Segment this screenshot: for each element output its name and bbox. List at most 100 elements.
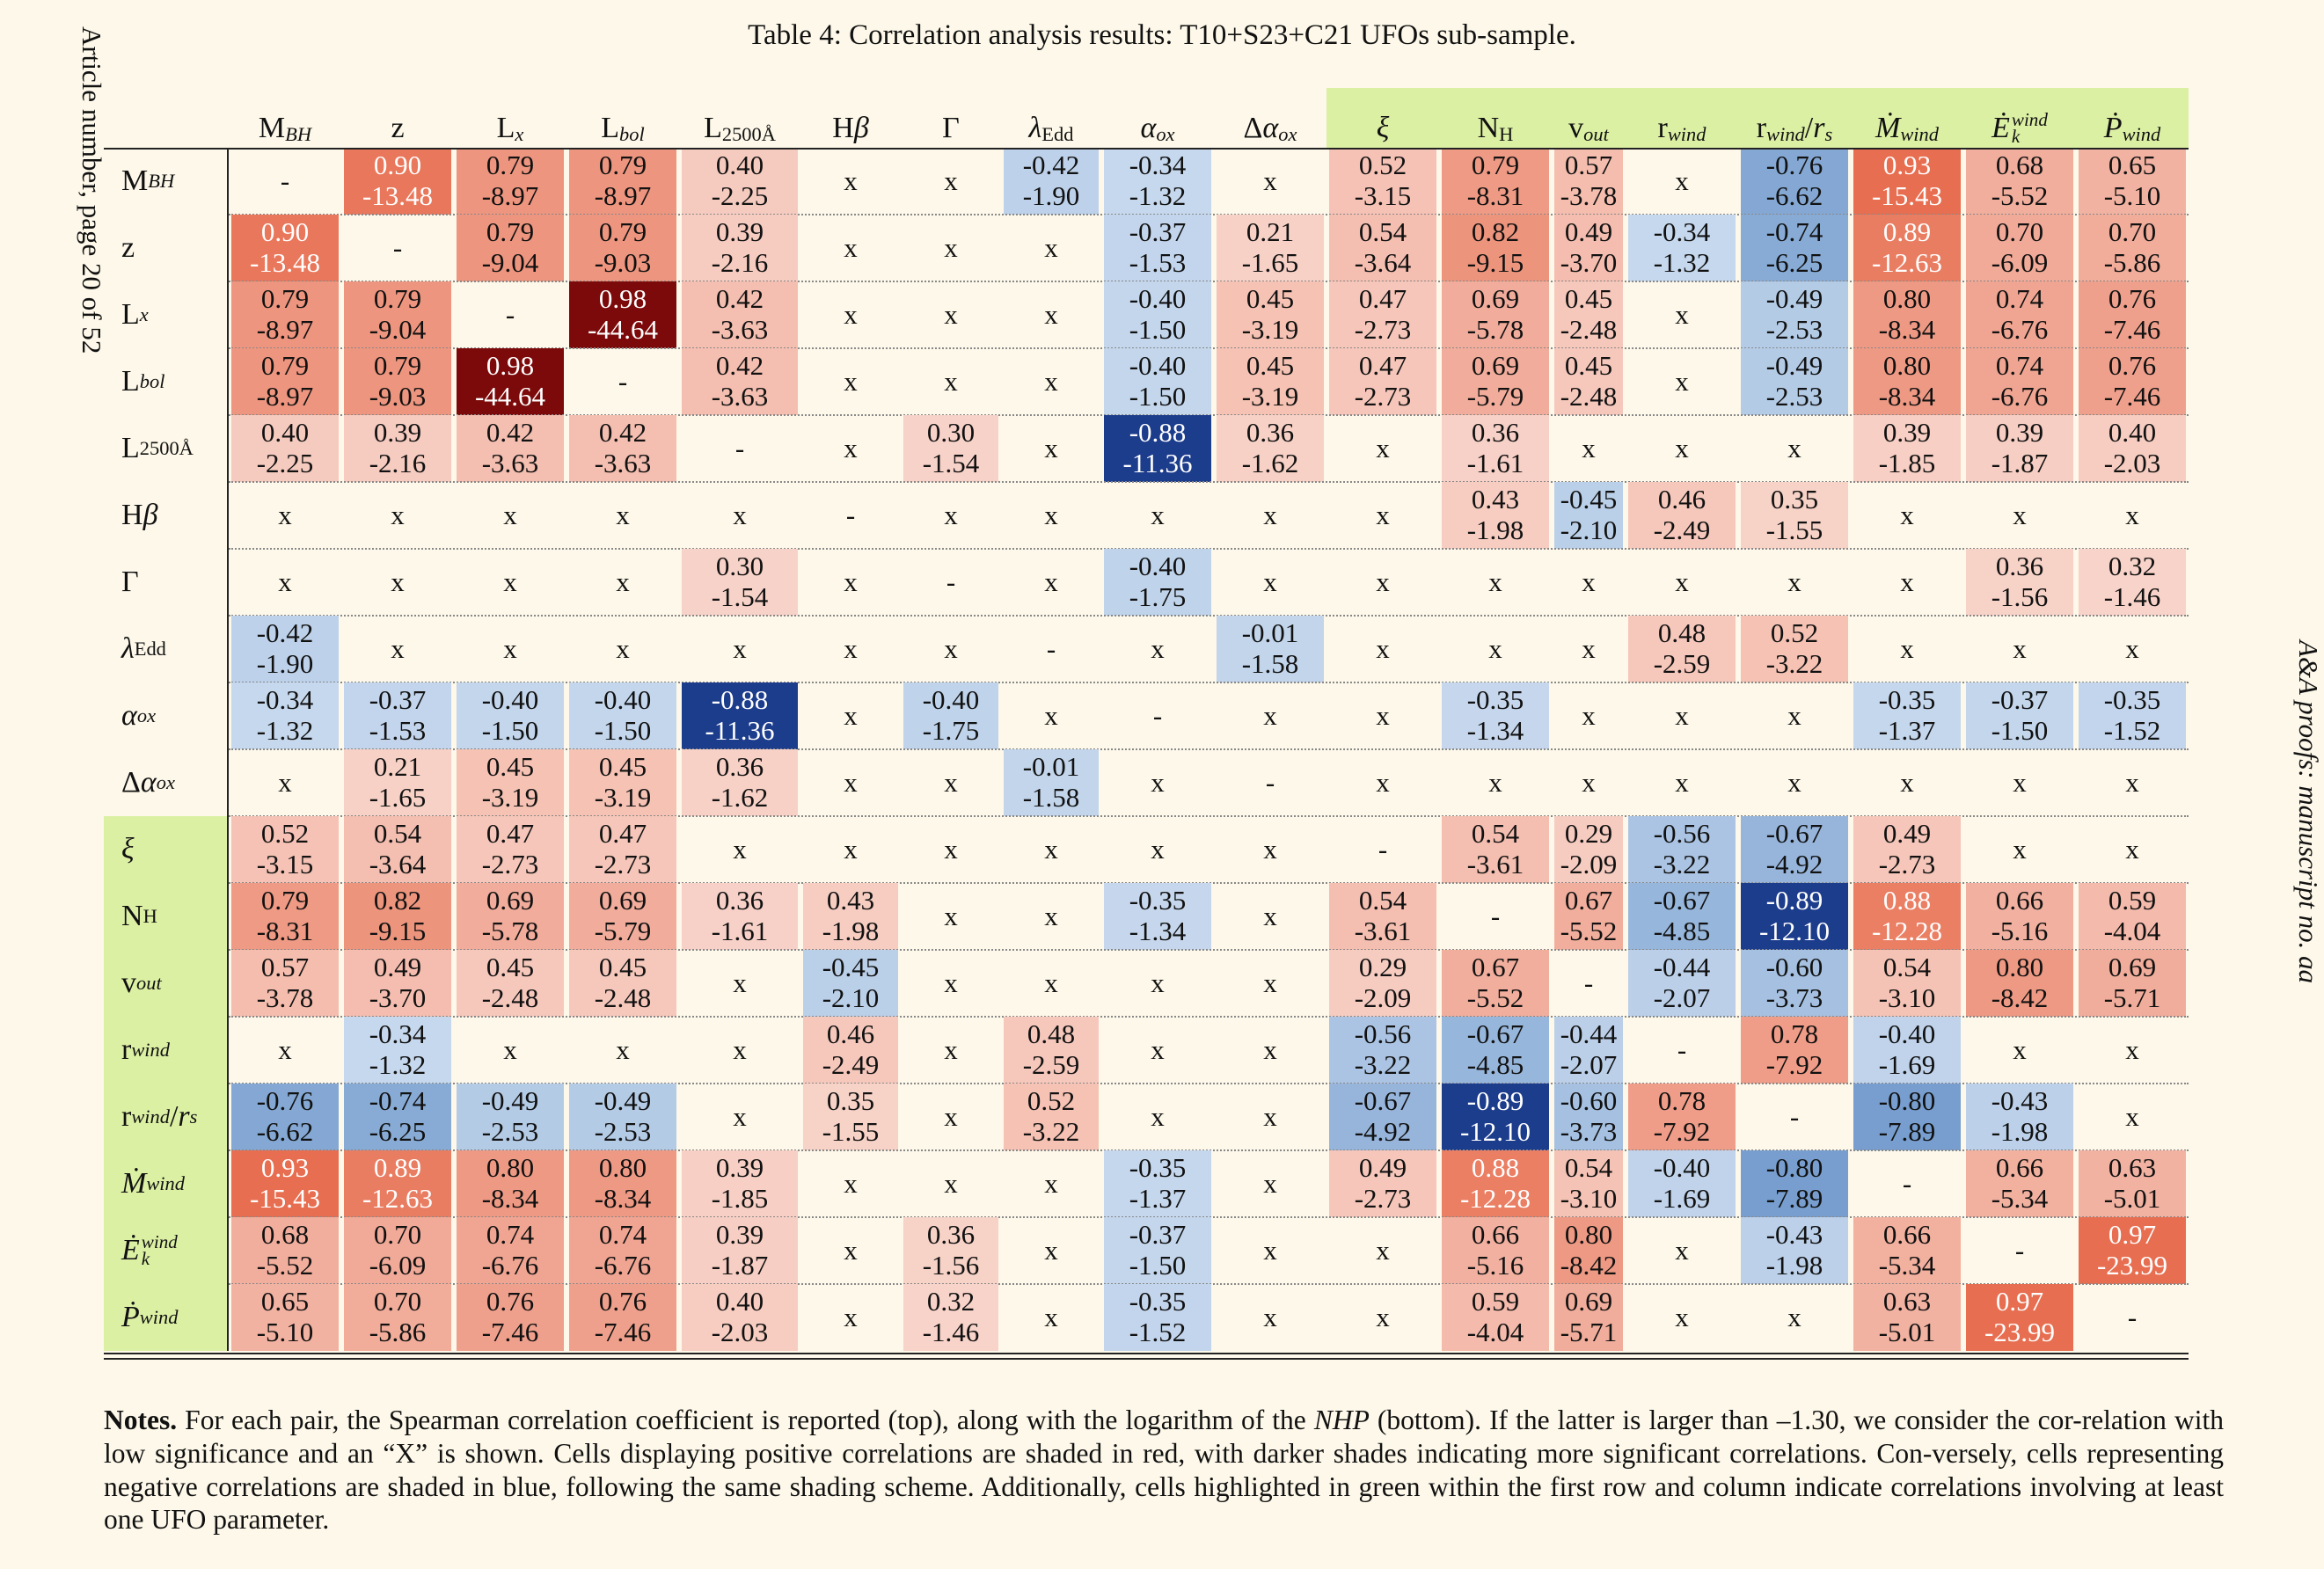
table-cell: 0.45 -3.19 <box>569 749 676 816</box>
table-cell: x <box>1263 833 1277 865</box>
log-nhp: -2.48 <box>1560 381 1618 412</box>
table-cell: -0.67 -4.92 <box>1741 816 1848 883</box>
spearman-coefficient: 0.45 <box>1246 350 1295 382</box>
spearman-coefficient: -0.40 <box>1129 283 1187 315</box>
spearman-coefficient: 0.48 <box>1657 617 1706 649</box>
log-nhp: -12.63 <box>362 1183 434 1214</box>
spearman-coefficient: 0.36 <box>715 751 764 783</box>
table-cell: -0.35 -1.37 <box>1853 682 1961 749</box>
row-header-rule <box>227 148 229 1351</box>
table-cell: 0.49 -3.70 <box>344 950 451 1017</box>
page-number-margin: Article number, page 20 of 52 <box>77 26 107 354</box>
spearman-coefficient: 0.54 <box>1471 818 1520 850</box>
table-cell: x <box>1376 566 1390 597</box>
table-cell: x <box>844 699 858 731</box>
column-header: r wind <box>1657 111 1706 145</box>
table-cell: 0.39 -1.85 <box>682 1150 798 1217</box>
row-header: z <box>121 230 135 264</box>
spearman-coefficient: 0.76 <box>598 1286 647 1317</box>
table-cell: x <box>733 1100 747 1132</box>
log-nhp: -3.10 <box>1560 1183 1618 1214</box>
table-cell: x <box>944 298 958 330</box>
log-nhp: -4.04 <box>1466 1317 1524 1347</box>
spearman-coefficient: 0.80 <box>486 1152 535 1184</box>
log-nhp: -2.03 <box>711 1317 769 1347</box>
table-cell: x <box>1787 1301 1801 1332</box>
table-cell: x <box>1376 499 1390 530</box>
log-nhp: -3.70 <box>369 982 427 1013</box>
table-cell: 0.79 -8.97 <box>457 148 564 215</box>
spearman-coefficient: 0.43 <box>1471 484 1520 515</box>
table-cell: x <box>1900 766 1914 798</box>
table-cell: 0.57 -3.78 <box>231 950 339 1017</box>
table-cell: 0.74 -6.76 <box>457 1217 564 1284</box>
table-cell: 0.35 -1.55 <box>803 1084 898 1150</box>
column-header: Ṁ wind <box>1875 111 1939 145</box>
log-nhp: -2.73 <box>594 849 652 879</box>
table-cell: x <box>844 365 858 397</box>
log-nhp: -5.34 <box>1878 1250 1936 1281</box>
table-cell: x <box>2125 833 2139 865</box>
table-cell: 0.35 -1.55 <box>1741 482 1848 549</box>
log-nhp: -15.43 <box>1871 180 1943 211</box>
ufo-header-highlight <box>1326 88 2189 148</box>
table-cell: 0.40 -2.25 <box>231 415 339 482</box>
table-cell: 0.76 -7.46 <box>2079 348 2186 415</box>
log-nhp: -8.42 <box>1991 982 2049 1013</box>
table-cell: 0.67 -5.52 <box>1442 950 1549 1017</box>
log-nhp: -1.54 <box>922 448 980 478</box>
spearman-coefficient: 0.57 <box>260 952 310 983</box>
table-cell: 0.43 -1.98 <box>803 883 898 950</box>
table-cell: x <box>1044 900 1058 931</box>
table-cell: x <box>1044 967 1058 998</box>
spearman-coefficient: -0.40 <box>922 684 980 716</box>
table-cell: -0.35 -1.34 <box>1104 883 1211 950</box>
table-cell: x <box>1582 632 1596 664</box>
table-cell: - <box>1378 833 1388 865</box>
table-cell: x <box>391 632 405 664</box>
log-nhp: -7.89 <box>1878 1116 1936 1147</box>
log-nhp: -3.63 <box>481 448 539 478</box>
table-cell: -0.49 -2.53 <box>1741 348 1848 415</box>
table-cell: 0.66 -5.34 <box>1853 1217 1961 1284</box>
spearman-coefficient: 0.69 <box>1471 350 1520 382</box>
spearman-coefficient: 0.43 <box>826 885 875 916</box>
table-cell: x <box>1151 766 1165 798</box>
table-cell: -0.44 -2.07 <box>1554 1017 1623 1084</box>
spearman-coefficient: -0.56 <box>1354 1018 1412 1050</box>
table-cell: 0.54 -3.64 <box>1329 215 1436 281</box>
row-header: v out <box>121 966 162 999</box>
table-cell: x <box>733 967 747 998</box>
log-nhp: -44.64 <box>587 314 659 345</box>
log-nhp: -1.62 <box>1241 448 1299 478</box>
table-cell: 0.80 -8.34 <box>569 1150 676 1217</box>
table-cell: 0.45 -3.19 <box>1217 281 1324 348</box>
table-cell: x <box>1044 699 1058 731</box>
table-caption: Table 4: Correlation analysis results: T… <box>748 19 1576 51</box>
log-nhp: -5.71 <box>1560 1317 1618 1347</box>
column-header: α ox <box>1140 111 1175 145</box>
table-cell: x <box>1151 1033 1165 1065</box>
spearman-coefficient: 0.46 <box>1657 484 1706 515</box>
table-cell: 0.39 -1.85 <box>1853 415 1961 482</box>
log-nhp: -6.62 <box>1765 180 1823 211</box>
table-cell: x <box>278 566 292 597</box>
table-cell: 0.80 -8.42 <box>1554 1217 1623 1284</box>
table-cell: x <box>1582 699 1596 731</box>
spearman-coefficient: 0.40 <box>715 1286 764 1317</box>
spearman-coefficient: 0.54 <box>1564 1152 1613 1184</box>
log-nhp: -5.16 <box>1466 1250 1524 1281</box>
log-nhp: -6.76 <box>481 1250 539 1281</box>
table-cell: 0.49 -2.73 <box>1853 816 1961 883</box>
log-nhp: -1.87 <box>1991 448 2049 478</box>
table-cell: 0.45 -2.48 <box>1554 348 1623 415</box>
spearman-coefficient: 0.49 <box>1882 818 1932 850</box>
spearman-coefficient: 0.49 <box>1358 1152 1407 1184</box>
spearman-coefficient: 0.74 <box>486 1219 535 1251</box>
log-nhp: -1.50 <box>594 715 652 746</box>
spearman-coefficient: 0.52 <box>1358 150 1407 181</box>
row-header: Γ <box>121 565 139 598</box>
table-cell: 0.36 -1.62 <box>682 749 798 816</box>
log-nhp: -2.10 <box>1560 514 1618 545</box>
